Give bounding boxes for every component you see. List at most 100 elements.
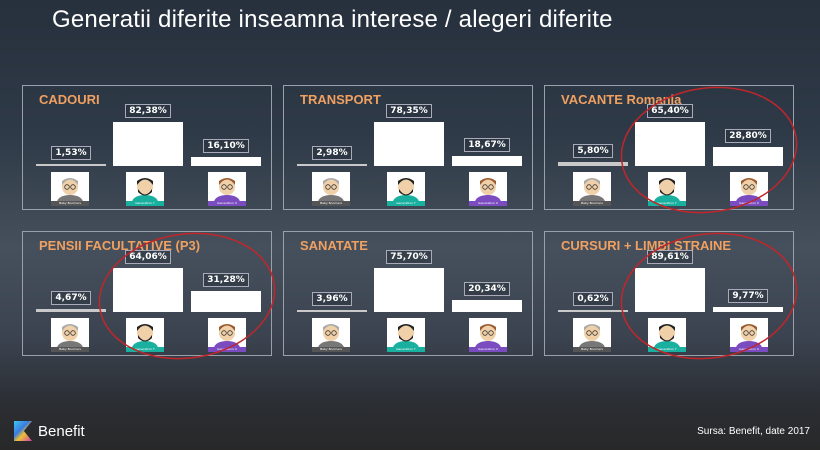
data-label: 89,61%	[635, 250, 705, 264]
chart-title: TRANSPORT	[300, 92, 381, 107]
data-label: 78,35%	[374, 104, 444, 118]
category-label: Generation X	[730, 347, 768, 352]
avatar-icon: Baby Boomers	[573, 318, 611, 352]
data-label: 65,40%	[635, 104, 705, 118]
category-label: Generation X	[208, 347, 246, 352]
bar	[297, 164, 367, 166]
data-label-text: 75,70%	[386, 250, 432, 264]
avatar-icon: Generation X	[469, 318, 507, 352]
data-label: 2,98%	[297, 146, 367, 160]
category-label: Generation Y	[648, 201, 686, 206]
bar	[297, 309, 367, 312]
chart-panel: TRANSPORT 2,98% Baby Boomers 78,35% Generati…	[283, 85, 533, 210]
bar	[635, 268, 705, 312]
category-label: Baby Boomers	[573, 201, 611, 206]
category-label: Generation Y	[126, 201, 164, 206]
slide-title: Generatii diferite inseamna interese / a…	[52, 6, 613, 33]
data-label-text: 3,96%	[312, 291, 352, 306]
source-note: Sursa: Benefit, date 2017	[697, 426, 810, 437]
bar	[713, 146, 783, 166]
avatar-icon: Generation X	[208, 172, 246, 206]
chart-panel: PENSII FACULTATIVE (P3) 4,67% Baby Boomers…	[22, 231, 272, 356]
category-label: Generation Y	[648, 347, 686, 352]
data-label-text: 0,62%	[573, 292, 613, 306]
avatar-icon: Baby Boomers	[312, 172, 350, 206]
avatar-icon: Baby Boomers	[51, 172, 89, 206]
category-label: Generation Y	[387, 201, 425, 206]
avatar-icon: Baby Boomers	[573, 172, 611, 206]
bar	[713, 307, 783, 312]
bar	[374, 122, 444, 166]
category-label: Generation Y	[387, 347, 425, 352]
data-label: 1,53%	[36, 146, 106, 160]
data-label-text: 2,98%	[312, 146, 352, 160]
avatar-icon: Generation X	[469, 172, 507, 206]
category-label: Baby Boomers	[573, 347, 611, 352]
avatar-icon: Baby Boomers	[312, 318, 350, 352]
avatar-icon: Generation X	[730, 318, 768, 352]
data-label-text: 18,67%	[464, 137, 510, 152]
data-label: 18,67%	[452, 137, 522, 152]
bar	[191, 290, 261, 312]
category-label: Generation X	[469, 347, 507, 352]
category-label: Baby Boomers	[51, 347, 89, 352]
bar	[374, 268, 444, 312]
chart-title: CADOURI	[39, 92, 100, 107]
bar	[113, 268, 183, 312]
category-label: Generation X	[730, 201, 768, 206]
avatar-icon: Generation Y	[648, 318, 686, 352]
data-label-text: 20,34%	[464, 282, 510, 297]
data-label-text: 4,67%	[51, 290, 91, 305]
data-label: 4,67%	[36, 290, 106, 305]
bar	[558, 310, 628, 312]
category-label: Baby Boomers	[312, 201, 350, 206]
bar	[452, 300, 522, 312]
data-label: 9,77%	[713, 289, 783, 304]
data-label: 3,96%	[297, 291, 367, 306]
category-label: Generation X	[469, 201, 507, 206]
bar	[558, 162, 628, 166]
data-label-text: 1,53%	[51, 146, 91, 160]
avatar-icon: Generation Y	[387, 318, 425, 352]
bar	[36, 164, 106, 166]
category-label: Generation Y	[126, 347, 164, 352]
data-label-text: 9,77%	[728, 289, 768, 304]
avatar-icon: Generation X	[208, 318, 246, 352]
chart-title: CURSURI + LIMBI STRAINE	[561, 238, 732, 253]
avatar-icon: Generation Y	[126, 172, 164, 206]
data-label-text: 78,35%	[386, 104, 432, 118]
data-label-text: 82,38%	[125, 104, 171, 118]
chart-title: SANATATE	[300, 238, 368, 253]
bar	[113, 122, 183, 166]
data-label: 5,80%	[558, 144, 628, 159]
avatar-icon: Generation Y	[126, 318, 164, 352]
bar	[191, 157, 261, 166]
category-label: Generation X	[208, 201, 246, 206]
benefit-logo-icon	[14, 421, 32, 441]
data-label: 0,62%	[558, 292, 628, 306]
chart-panel: CADOURI 1,53% Baby Boomers 82,38% Generation…	[22, 85, 272, 210]
data-label: 28,80%	[713, 128, 783, 143]
chart-panel: CURSURI + LIMBI STRAINE 0,62% Baby Boomers…	[544, 231, 794, 356]
bar	[635, 122, 705, 166]
chart-panel: VACANTE Romania 5,80% Baby Boomers 65,40% Ge…	[544, 85, 794, 210]
data-label-text: 89,61%	[647, 250, 693, 264]
data-label: 31,28%	[191, 272, 261, 287]
bar	[36, 308, 106, 312]
avatar-icon: Generation X	[730, 172, 768, 206]
data-label: 75,70%	[374, 250, 444, 264]
avatar-icon: Generation Y	[387, 172, 425, 206]
brand-logo: Benefit	[14, 421, 85, 441]
avatar-icon: Generation Y	[648, 172, 686, 206]
data-label-text: 5,80%	[573, 144, 613, 159]
brand-name: Benefit	[38, 422, 85, 440]
bar	[452, 155, 522, 166]
data-label-text: 28,80%	[725, 128, 771, 143]
chart-panel: SANATATE 3,96% Baby Boomers 75,70% Generatio…	[283, 231, 533, 356]
data-label: 82,38%	[113, 104, 183, 118]
data-label: 64,06%	[113, 250, 183, 264]
chart-title: PENSII FACULTATIVE (P3)	[39, 238, 201, 253]
category-label: Baby Boomers	[312, 347, 350, 352]
data-label: 20,34%	[452, 282, 522, 297]
